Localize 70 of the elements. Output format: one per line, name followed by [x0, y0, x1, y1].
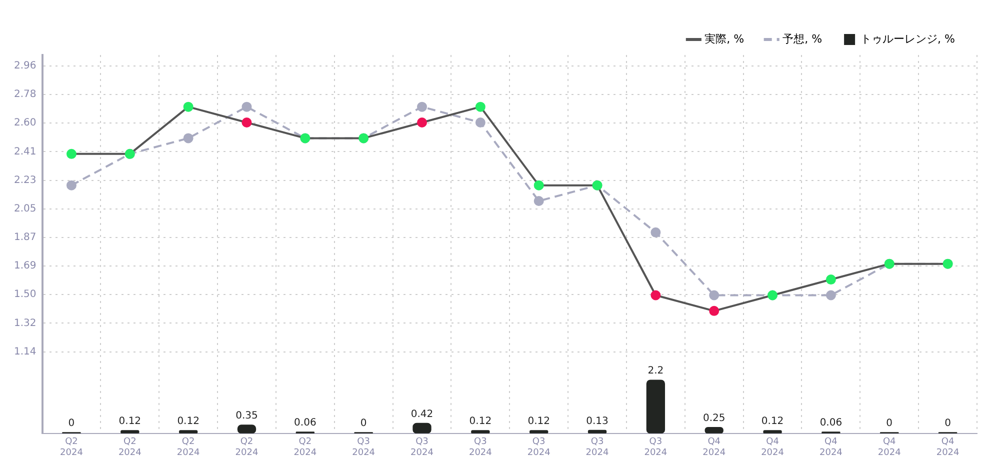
data-label: 0.06: [820, 418, 842, 429]
point: [826, 290, 836, 300]
point: [709, 306, 720, 316]
x-tick-label: Q4 2024: [761, 437, 784, 458]
y-tick-label: 2.23: [14, 174, 36, 186]
x-tick-label: Q2 2024: [294, 437, 317, 458]
point: [534, 180, 544, 190]
x-tick-label: Q3 2024: [352, 437, 376, 458]
point: [709, 290, 720, 300]
x-tick-label: Q3 2024: [468, 437, 492, 458]
point: [475, 102, 486, 112]
x-tick-label: Q4 2024: [936, 437, 960, 458]
x-tick-label: Q4 2024: [819, 437, 843, 458]
data-label: 0.12: [118, 416, 142, 428]
point: [183, 133, 194, 144]
data-label: 0.13: [586, 416, 608, 427]
x-tick-label: Q3 2024: [644, 437, 668, 458]
data-label: 0.06: [294, 418, 316, 429]
x-tick-label: Q4 2024: [702, 437, 726, 458]
point: [826, 274, 836, 285]
y-tick-label: 2.78: [14, 89, 36, 100]
x-tick-label: Q2 2024: [235, 437, 258, 458]
data-label: 0.12: [528, 416, 550, 428]
bar: [530, 430, 548, 434]
x-tick-label: Q3 2024: [586, 437, 609, 458]
y-tick-label: 2.41: [14, 146, 36, 158]
point: [66, 148, 76, 159]
data-label: 0.42: [410, 408, 434, 420]
point: [242, 118, 252, 128]
data-label: 0.35: [236, 410, 258, 422]
y-tick-label: 1.87: [14, 232, 36, 244]
point: [242, 102, 252, 112]
x-tick-label: Q2 2024: [60, 437, 84, 458]
data-label: 0.25: [702, 412, 726, 424]
y-tick-label: 2.96: [14, 60, 36, 72]
point: [475, 118, 486, 128]
data-label: 0: [68, 418, 75, 429]
y-tick-label: 2.05: [14, 203, 36, 214]
bar: [763, 430, 782, 434]
y-tick-label: 1.32: [14, 318, 36, 329]
bar: [120, 430, 140, 434]
data-label: 0: [360, 418, 367, 429]
point: [417, 118, 427, 128]
point: [650, 227, 661, 238]
legend-label: トゥルーレンジ, %: [860, 32, 956, 46]
data-label: 2.2: [648, 366, 664, 377]
legend-label: 予想, %: [782, 32, 822, 46]
x-tick-label: Q3 2024: [527, 437, 551, 458]
x-tick-label: Q2 2024: [118, 437, 142, 458]
data-label: 0: [944, 418, 951, 429]
point: [650, 290, 661, 300]
bar: [471, 430, 490, 434]
data-label: 0.12: [177, 416, 200, 428]
data-label: 0.12: [761, 416, 784, 428]
point: [534, 196, 544, 206]
point: [417, 102, 427, 112]
x-tick-label: Q4 2024: [878, 437, 902, 458]
y-tick-label: 1.50: [14, 289, 36, 300]
x-tick-label: Q3 2024: [410, 437, 434, 458]
bar: [178, 430, 198, 434]
bar: [646, 380, 666, 434]
legend-label: 実際, %: [704, 32, 744, 46]
point: [66, 180, 76, 190]
y-tick-label: 1.69: [14, 260, 36, 272]
x-tick-label: Q2 2024: [176, 437, 200, 458]
data-label: 0.12: [469, 416, 492, 428]
y-tick-label: 1.14: [14, 346, 36, 358]
data-label: 0: [886, 418, 893, 429]
point: [183, 102, 194, 112]
y-tick-label: 2.60: [14, 118, 36, 129]
